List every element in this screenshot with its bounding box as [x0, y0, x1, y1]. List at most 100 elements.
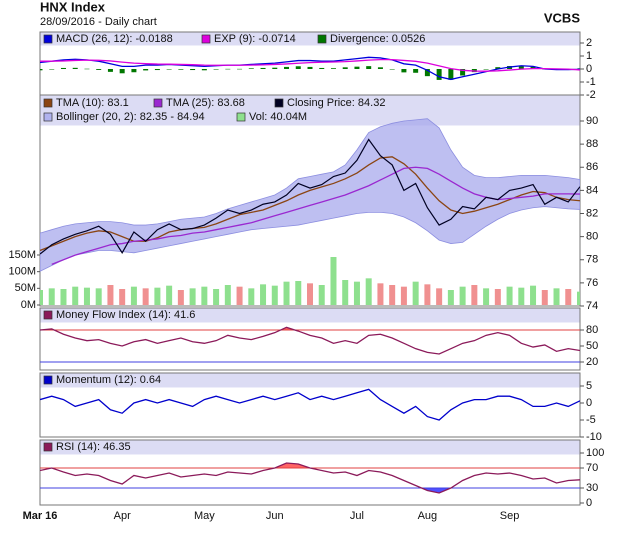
volume-bar: [541, 290, 548, 305]
volume-bar: [213, 289, 220, 305]
divergence-bar: [377, 67, 383, 69]
volume-bar: [72, 286, 79, 305]
divergence-bar: [190, 69, 196, 71]
y-tick-label: -1: [586, 76, 596, 88]
y-tick-label: 80: [586, 231, 598, 243]
divergence-bar: [72, 67, 78, 69]
divergence-bar: [354, 66, 360, 69]
legend-swatch: [43, 375, 53, 385]
divergence-bar: [448, 69, 454, 80]
divergence-bar: [143, 69, 149, 71]
divergence-bar: [436, 69, 442, 80]
plot-area: [40, 388, 580, 421]
volume-bar: [389, 285, 396, 305]
legend-label: Divergence: 0.0526: [330, 33, 425, 45]
legend-label: Vol: 40.04M: [249, 111, 307, 123]
legend-strip: [40, 32, 580, 46]
divergence-bar: [131, 69, 137, 73]
legend-swatch: [236, 112, 246, 122]
legend-swatch: [43, 442, 53, 452]
divergence-bar: [96, 69, 102, 70]
volume-bar: [330, 257, 337, 305]
y-tick-label: 70: [586, 462, 598, 474]
divergence-bar: [366, 66, 372, 69]
volume-bar: [154, 287, 161, 305]
volume-bar: [295, 281, 302, 305]
legend-swatch: [153, 98, 163, 108]
series-line: [40, 388, 580, 421]
divergence-bar: [225, 68, 231, 70]
volume-bar: [530, 285, 537, 305]
divergence-bar: [248, 68, 254, 69]
volume-bar: [553, 288, 560, 305]
legend-swatch: [43, 112, 53, 122]
volume-bar: [447, 290, 454, 305]
x-tick-label: Apr: [114, 510, 131, 522]
legend-label: Bollinger (20, 2): 82.35 - 84.94: [56, 111, 205, 123]
volume-bar: [177, 290, 184, 305]
series-line: [40, 326, 580, 355]
volume-bar: [342, 280, 349, 305]
series-line: [40, 58, 580, 72]
volume-bar: [412, 281, 419, 305]
chart-subtitle: 28/09/2016 - Daily chart: [40, 16, 157, 28]
legend-strip: [40, 95, 580, 126]
y-tick-label: 100: [586, 447, 604, 459]
divergence-bar: [413, 69, 419, 73]
volume-bar: [365, 278, 372, 305]
x-tick-label: Sep: [500, 510, 520, 522]
divergence-bar: [201, 69, 207, 71]
legend-swatch: [317, 34, 327, 44]
volume-bar: [494, 289, 501, 305]
divergence-bar: [119, 69, 125, 74]
y2-tick-label: 0M: [21, 299, 36, 311]
volume-bar: [471, 285, 478, 305]
y-tick-label: 20: [586, 356, 598, 368]
divergence-bar: [84, 68, 90, 70]
y-tick-label: 74: [586, 300, 598, 312]
legend-label: TMA (10): 83.1: [56, 97, 129, 109]
divergence-bar: [307, 66, 313, 69]
divergence-bar: [178, 69, 184, 70]
volume-bar: [130, 286, 137, 305]
y-tick-label: -2: [586, 89, 596, 101]
volume-bar: [236, 286, 243, 305]
divergence-bar: [213, 69, 219, 70]
y-tick-label: -5: [586, 414, 596, 426]
legend-label: TMA (25): 83.68: [166, 97, 245, 109]
volume-bar: [166, 285, 173, 305]
y-tick-label: 1: [586, 50, 592, 62]
volume-bar: [565, 289, 572, 305]
source: VCBS: [544, 10, 580, 25]
divergence-bar: [284, 66, 290, 69]
legend-strip: [40, 373, 580, 388]
y-tick-label: 80: [586, 324, 598, 336]
legend-swatch: [43, 310, 53, 320]
volume-bar: [119, 289, 126, 305]
volume-bar: [377, 283, 384, 305]
divergence-bar: [154, 69, 160, 71]
y-tick-label: 0: [586, 63, 592, 75]
volume-bar: [577, 291, 580, 305]
x-tick-label: Jun: [266, 510, 284, 522]
volume-bar: [95, 288, 102, 305]
divergence-bar: [460, 69, 466, 76]
legend-swatch: [201, 34, 211, 44]
volume-bar: [142, 288, 149, 305]
legend-swatch: [43, 98, 53, 108]
divergence-bar: [330, 68, 336, 69]
divergence-bar: [389, 69, 395, 70]
x-tick-label: Aug: [418, 510, 438, 522]
series-line: [40, 462, 580, 494]
divergence-bar: [495, 67, 501, 69]
y-tick-label: 78: [586, 254, 598, 266]
y-tick-label: 50: [586, 340, 598, 352]
divergence-bar: [49, 69, 55, 70]
x-tick-label: Jul: [350, 510, 364, 522]
volume-bar: [60, 289, 67, 305]
divergence-bar: [166, 69, 172, 70]
divergence-bar: [342, 67, 348, 69]
y2-tick-label: 50M: [15, 282, 36, 294]
volume-bar: [189, 288, 196, 305]
